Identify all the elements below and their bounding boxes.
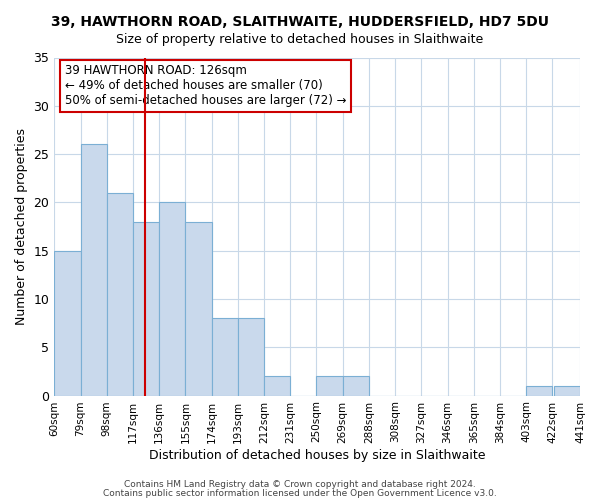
Bar xyxy=(554,386,580,396)
Text: Contains public sector information licensed under the Open Government Licence v3: Contains public sector information licen… xyxy=(103,488,497,498)
Text: 39 HAWTHORN ROAD: 126sqm
← 49% of detached houses are smaller (70)
50% of semi-d: 39 HAWTHORN ROAD: 126sqm ← 49% of detach… xyxy=(65,64,346,108)
Bar xyxy=(159,202,185,396)
Bar xyxy=(80,144,107,396)
Bar xyxy=(185,222,212,396)
Bar xyxy=(343,376,369,396)
Bar xyxy=(133,222,159,396)
Bar xyxy=(212,318,238,396)
Text: Contains HM Land Registry data © Crown copyright and database right 2024.: Contains HM Land Registry data © Crown c… xyxy=(124,480,476,489)
Bar xyxy=(264,376,290,396)
Text: Size of property relative to detached houses in Slaithwaite: Size of property relative to detached ho… xyxy=(116,32,484,46)
Bar xyxy=(107,192,133,396)
Text: 39, HAWTHORN ROAD, SLAITHWAITE, HUDDERSFIELD, HD7 5DU: 39, HAWTHORN ROAD, SLAITHWAITE, HUDDERSF… xyxy=(51,15,549,29)
Bar xyxy=(238,318,264,396)
Bar xyxy=(316,376,343,396)
X-axis label: Distribution of detached houses by size in Slaithwaite: Distribution of detached houses by size … xyxy=(149,450,485,462)
Bar xyxy=(526,386,553,396)
Bar xyxy=(54,250,80,396)
Y-axis label: Number of detached properties: Number of detached properties xyxy=(15,128,28,325)
